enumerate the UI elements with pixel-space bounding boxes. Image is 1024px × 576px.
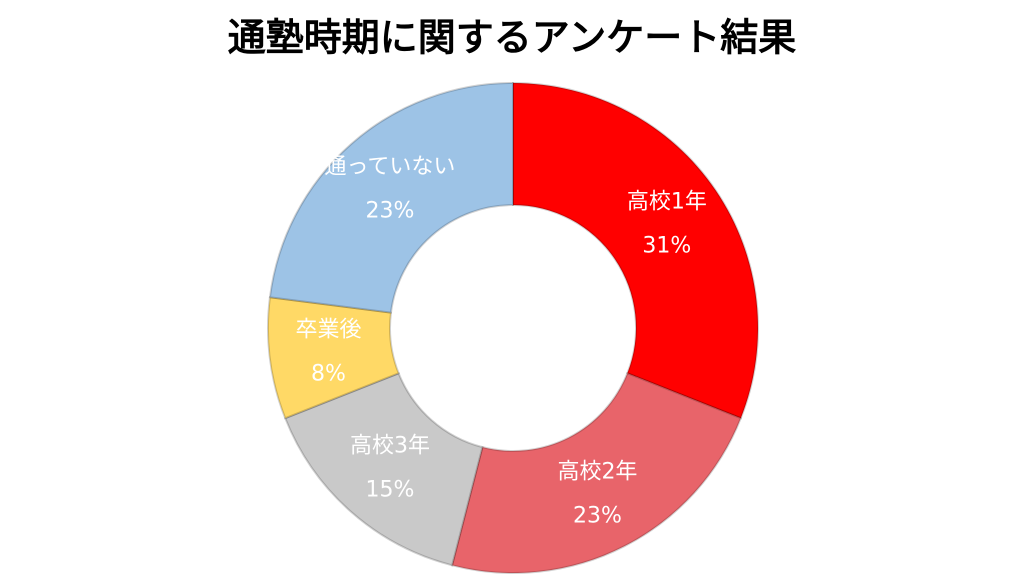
segment-category: 卒業後 [295, 317, 361, 342]
data-labels: 高校1年 31% 高校2年 23% 高校3年 15% 卒業後 8% 通っていない 23% [295, 154, 706, 528]
segment-value: 15% [366, 478, 415, 503]
donut-segment [268, 81, 514, 314]
donut-segment [283, 371, 484, 567]
chart-title: 通塾時期に関するアンケート結果 [228, 16, 796, 60]
donut-segment [512, 81, 759, 420]
donut-segment [267, 296, 400, 420]
donut-segment [450, 371, 743, 574]
segment-category: 通っていない [325, 154, 456, 179]
segment-value: 23% [573, 504, 622, 529]
segment-category: 高校2年 [557, 460, 637, 485]
donut [267, 81, 759, 574]
segment-category: 高校1年 [627, 189, 707, 214]
segment-value: 8% [311, 361, 346, 386]
segment-value: 23% [366, 198, 415, 223]
segment-value: 31% [642, 233, 691, 258]
segment-category: 高校3年 [350, 434, 430, 459]
